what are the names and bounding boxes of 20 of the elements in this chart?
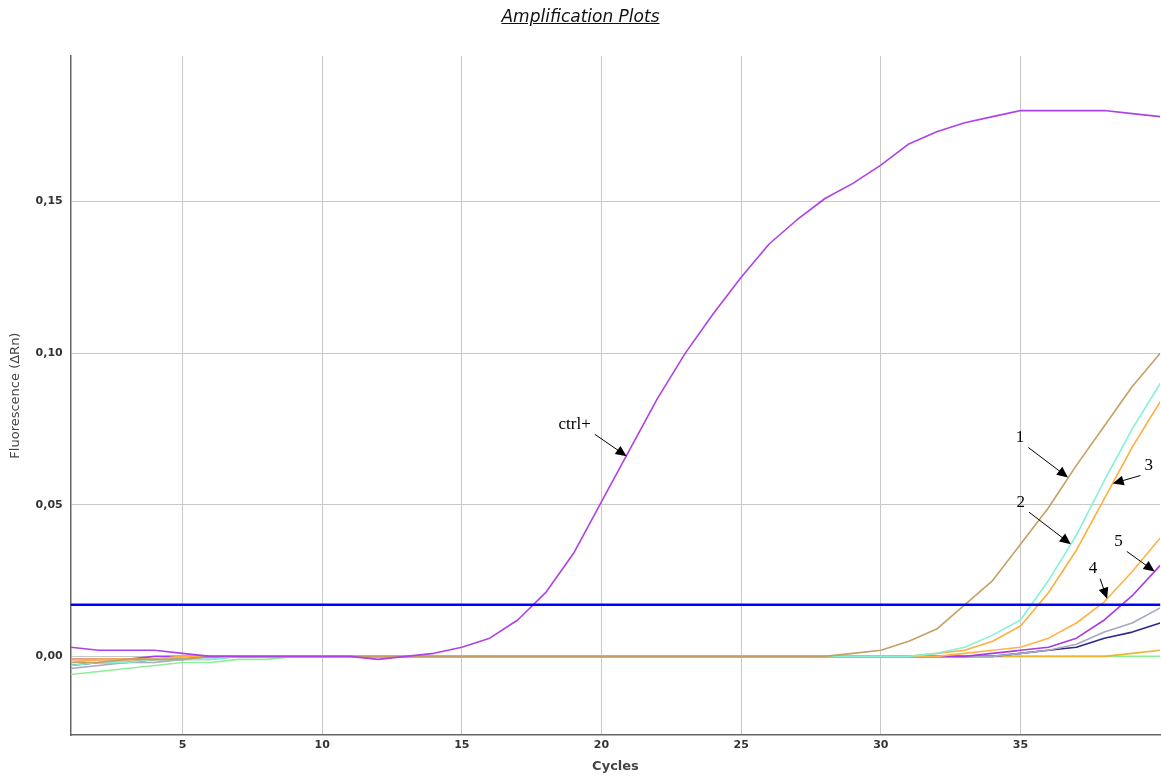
- x-tick-label: 35: [1012, 737, 1029, 751]
- chart-title: Amplification Plots: [500, 6, 661, 26]
- y-tick-label: 0,00: [35, 649, 64, 663]
- y-tick-label: 0,10: [35, 346, 64, 360]
- annotation: 2: [1016, 491, 1026, 511]
- x-tick-label: 30: [873, 737, 889, 751]
- x-axis-title: Cycles: [592, 757, 640, 773]
- x-tick-label: 10: [314, 737, 331, 751]
- annotation: 4: [1088, 558, 1098, 578]
- x-tick-label: 5: [178, 737, 187, 751]
- x-tick-label: 15: [454, 737, 470, 751]
- annotation: 5: [1114, 530, 1123, 550]
- x-tick-label: 25: [733, 737, 749, 751]
- annotation: ctrl+: [558, 413, 591, 433]
- y-tick-label: 0,05: [35, 497, 63, 511]
- y-tick-label: 0,15: [35, 194, 63, 208]
- x-tick-label: 20: [593, 737, 610, 751]
- annotation: 3: [1144, 455, 1153, 474]
- y-axis-title: Fluorescence (ΔRn): [7, 332, 23, 459]
- annotation: 1: [1015, 426, 1025, 446]
